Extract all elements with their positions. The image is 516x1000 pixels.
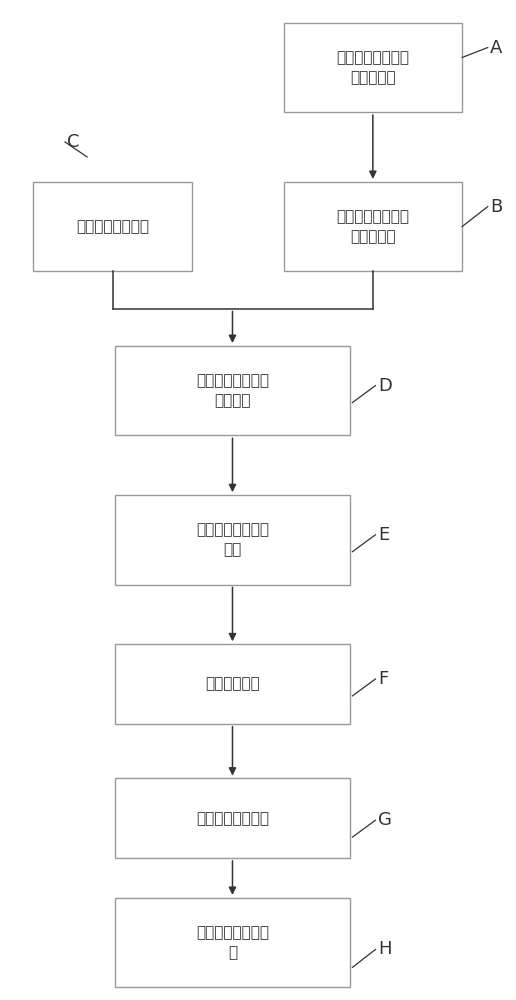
FancyBboxPatch shape [115,495,350,585]
Text: E: E [378,526,389,544]
Text: H: H [378,940,392,958]
FancyBboxPatch shape [283,182,462,271]
Text: 系统进化基础大树
的重构存储: 系统进化基础大树 的重构存储 [336,209,409,244]
FancyBboxPatch shape [34,182,191,271]
Text: 计算生成权値: 计算生成权値 [205,676,260,691]
Text: 输出系统进化子树: 输出系统进化子树 [196,811,269,826]
Text: 系统树数据的可视
化: 系统树数据的可视 化 [196,925,269,960]
Text: 物种子名录标准化: 物种子名录标准化 [76,219,149,234]
FancyBboxPatch shape [115,898,350,987]
Text: B: B [490,198,503,216]
Text: D: D [378,377,392,395]
FancyBboxPatch shape [115,778,350,858]
Text: C: C [67,133,79,151]
FancyBboxPatch shape [115,346,350,435]
Text: G: G [378,811,392,829]
FancyBboxPatch shape [115,644,350,724]
Text: 检索每个节点元素
的关系链: 检索每个节点元素 的关系链 [196,373,269,408]
Text: A: A [490,39,503,57]
Text: F: F [378,670,388,688]
FancyBboxPatch shape [283,23,462,112]
Text: 构建节点元素分组
关系: 构建节点元素分组 关系 [196,522,269,557]
Text: 系统进化基础大树
的解析分割: 系统进化基础大树 的解析分割 [336,50,409,85]
